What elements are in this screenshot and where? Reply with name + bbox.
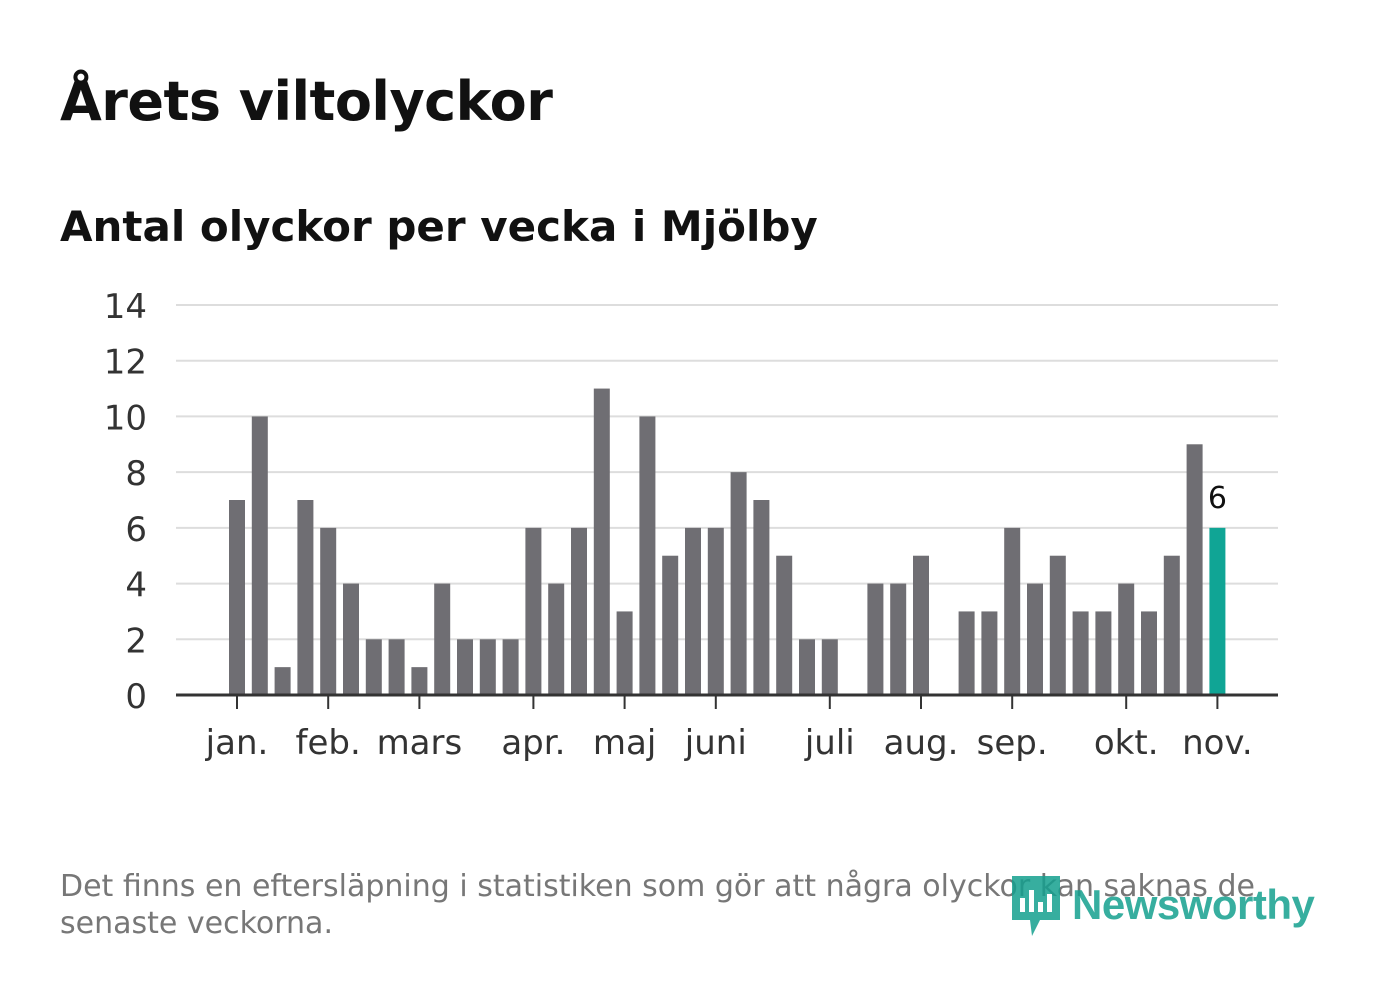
bar [867, 583, 884, 695]
bar [730, 472, 747, 695]
bar [958, 611, 975, 695]
bar [1049, 555, 1066, 695]
newsworthy-logo[interactable]: Newsworthy [1010, 870, 1315, 940]
bar [799, 639, 815, 695]
x-tick-label: aug. [884, 723, 959, 763]
y-tick-label: 8 [125, 454, 147, 494]
newsworthy-logo-icon [1012, 876, 1060, 936]
bars [229, 388, 1226, 695]
bar [251, 416, 268, 695]
grid-lines [176, 304, 1278, 641]
x-tick-label: maj [593, 723, 656, 763]
bar [616, 611, 633, 695]
data-label-current-week: 6 [1208, 481, 1227, 516]
bar [388, 639, 405, 695]
bar [502, 639, 519, 695]
bar [457, 639, 473, 695]
bar [548, 583, 565, 695]
bar [1141, 611, 1157, 695]
bar [343, 583, 359, 695]
logo-text: Newsworthy [1072, 881, 1315, 928]
x-axis: jan. feb. mars apr. maj juni juli aug. sep. okt. n… [176, 693, 1278, 763]
y-tick-label: 4 [125, 566, 147, 606]
bar [685, 527, 701, 695]
x-tick-label: feb. [296, 723, 361, 763]
y-tick-label: 14 [104, 287, 147, 327]
x-tick-label: apr. [501, 723, 565, 763]
bar [639, 416, 656, 695]
page-title: Årets viltolyckor [60, 70, 553, 133]
y-tick-label: 0 [125, 677, 147, 717]
bar [1163, 555, 1180, 695]
y-axis-ticks: 0 2 4 6 8 10 12 14 [104, 287, 147, 717]
bar [707, 527, 724, 695]
bar [297, 500, 314, 695]
bar [1072, 611, 1089, 695]
x-tick-label: juni [684, 723, 747, 763]
bar-current-week [1209, 527, 1226, 695]
bar [411, 667, 428, 695]
x-tick-label: juli [804, 723, 855, 763]
bar [593, 388, 610, 695]
bar [434, 583, 451, 695]
bar [229, 500, 245, 695]
bar [1118, 583, 1135, 695]
bar [662, 555, 679, 695]
bar [1004, 527, 1021, 695]
data-labels: 6 [1208, 481, 1227, 516]
y-tick-label: 2 [125, 621, 147, 661]
bar [320, 527, 337, 695]
y-tick-label: 6 [125, 510, 147, 550]
x-tick-label: mars [377, 723, 463, 763]
bar [365, 639, 382, 695]
x-tick-label: nov. [1182, 723, 1253, 763]
bar [753, 500, 770, 695]
bar [821, 639, 838, 695]
x-tick-label: jan. [205, 723, 269, 763]
y-tick-label: 10 [104, 398, 147, 438]
bar [981, 611, 998, 695]
bar-chart: 0 2 4 6 8 10 12 14 jan. feb. mars apr. maj juni juli a… [104, 287, 1278, 763]
bar [1027, 583, 1043, 695]
bar [1095, 611, 1112, 695]
chart-subtitle: Antal olyckor per vecka i Mjölby [60, 202, 818, 251]
bar [571, 527, 587, 695]
bar [890, 583, 907, 695]
bar [776, 555, 793, 695]
bar [1186, 444, 1203, 695]
bar [913, 555, 929, 695]
bar [274, 667, 291, 695]
x-tick-label: okt. [1094, 723, 1159, 763]
y-tick-label: 12 [104, 343, 147, 383]
bar [479, 639, 496, 695]
bar [525, 527, 542, 695]
x-tick-label: sep. [977, 723, 1048, 763]
